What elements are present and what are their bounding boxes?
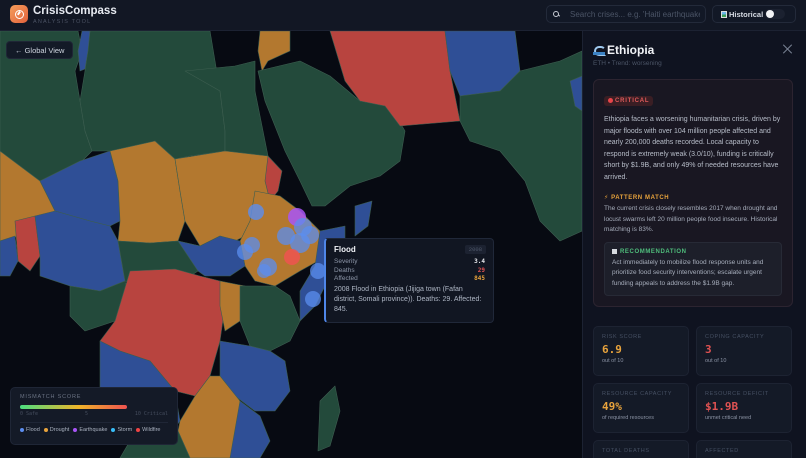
critical-summary-card: CRITICAL Ethiopia faces a worsening huma…	[593, 79, 793, 307]
close-icon[interactable]	[782, 44, 792, 54]
country-meta: ETH • Trend: worsening	[593, 60, 662, 67]
critical-dot-icon	[608, 98, 613, 103]
pattern-match-heading: ⚡ PATTERN MATCH	[604, 195, 670, 201]
tooltip-year-badge: 2008	[464, 245, 486, 254]
storm-dot-icon	[111, 428, 116, 432]
status-badge: CRITICAL	[604, 95, 654, 106]
summary-text: Ethiopia faces a worsening humanitarian …	[604, 116, 781, 181]
stats-grid: RISK SCORE 6.9 out of 10 COPING CAPACITY…	[593, 326, 793, 458]
stat-affected: AFFECTED	[696, 440, 792, 458]
top-bar: CrisisCompass ANALYSIS TOOL Historical	[0, 0, 806, 31]
event-tooltip: Flood 2008 Severity 3.4 Deaths 29 Affect…	[324, 238, 494, 323]
historical-toggle-group[interactable]: Historical	[712, 5, 796, 23]
picture-icon	[721, 10, 727, 18]
legend-item-wildfire: Wildfire	[136, 427, 161, 433]
legend-item-flood: Flood	[20, 427, 40, 433]
earthquake-dot-icon	[73, 428, 78, 432]
map-canvas[interactable]	[0, 31, 582, 458]
flood-wave-icon	[593, 45, 606, 56]
stat-resource-deficit: RESOURCE DEFICIT $1.9B unmet critical ne…	[696, 383, 792, 433]
legend-title: MISMATCH SCORE	[20, 394, 82, 400]
country-detail-panel[interactable]: Ethiopia ETH • Trend: worsening CRITICAL…	[582, 31, 806, 458]
wildfire-dot-icon	[136, 428, 141, 432]
panel-title: Ethiopia	[593, 43, 654, 57]
legend-divider	[20, 422, 168, 423]
map-legend: MISMATCH SCORE 0 Safe 5 10 Critical Floo…	[10, 387, 178, 445]
recommendation-box: RECOMMENDATION Act immediately to mobili…	[604, 241, 782, 296]
search-icon	[553, 10, 560, 18]
compass-logo-icon	[10, 5, 28, 23]
clipboard-icon	[612, 249, 617, 254]
global-view-button[interactable]: ← Global View	[6, 41, 74, 59]
tooltip-row-affected: Affected 845	[334, 275, 485, 282]
legend-item-earthquake: Earthquake	[73, 427, 107, 433]
mismatch-gradient-bar	[20, 405, 127, 409]
search-input[interactable]	[570, 9, 700, 19]
app-title: CrisisCompass	[33, 5, 117, 17]
search-box[interactable]	[546, 5, 706, 23]
app-subtitle: ANALYSIS TOOL	[33, 19, 92, 25]
pattern-match-text: The current crisis closely resembles 201…	[604, 205, 778, 233]
stat-risk-score: RISK SCORE 6.9 out of 10	[593, 326, 689, 376]
tooltip-row-severity: Severity 3.4	[334, 258, 485, 265]
toggle-knob	[766, 10, 774, 18]
stat-coping-capacity: COPING CAPACITY 3 out of 10	[696, 326, 792, 376]
crisis-map[interactable]: ← Global View Flood 2008 Severity 3.4 De…	[0, 31, 582, 458]
tooltip-title: Flood	[334, 245, 356, 254]
historical-toggle[interactable]	[765, 9, 785, 19]
tooltip-rows: Severity 3.4 Deaths 29 Affected 845	[334, 258, 485, 284]
legend-item-drought: Drought	[43, 427, 69, 433]
legend-item-storm: Storm	[111, 427, 132, 433]
recommendation-text: Act immediately to mobilize flood respon…	[612, 258, 764, 287]
stat-resource-capacity: RESOURCE CAPACITY 49% of required resour…	[593, 383, 689, 433]
tooltip-row-deaths: Deaths 29	[334, 266, 485, 274]
legend-items: Flood Drought Earthquake Storm Wildfire	[20, 427, 168, 433]
country-name: Ethiopia	[607, 43, 655, 57]
legend-scale: 0 Safe 5 10 Critical	[20, 411, 168, 417]
crisis-markers	[237, 204, 326, 307]
tooltip-description: 2008 Flood in Ethiopia (Jijiga town (Faf…	[334, 285, 482, 313]
historical-label: Historical	[729, 9, 764, 19]
drought-dot-icon	[43, 428, 48, 432]
recommendation-heading: RECOMMENDATION	[612, 249, 774, 255]
flood-dot-icon	[20, 428, 24, 432]
stat-total-deaths: TOTAL DEATHS	[593, 440, 689, 458]
